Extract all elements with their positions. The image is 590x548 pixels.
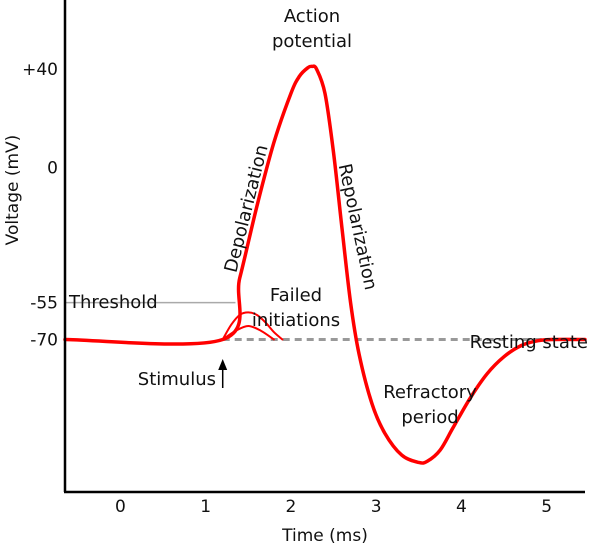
stimulus-label: Stimulus — [138, 369, 216, 390]
x-tick-label: 4 — [456, 497, 467, 517]
y-tick-label: +40 — [22, 60, 58, 80]
failed-initiation-trace — [221, 311, 284, 341]
y-tick-label: -70 — [30, 330, 58, 350]
x-axis-label: Time (ms) — [281, 526, 368, 546]
failed-initiations-label-line2: initiations — [252, 310, 340, 331]
resting-state-label: Resting state — [470, 332, 588, 353]
failed-initiations-label-line1: Failed — [270, 285, 322, 306]
action-potential-trace — [63, 64, 587, 465]
x-tick-label: 2 — [285, 497, 296, 517]
action-potential-label-line1: Action — [284, 6, 340, 27]
refractory-period-label-line2: period — [401, 407, 458, 428]
stimulus-arrow-head — [218, 359, 228, 370]
x-tick-label: 0 — [115, 497, 126, 517]
refractory-period-label-line1: Refractory — [383, 382, 477, 403]
y-axis-label: Voltage (mV) — [3, 135, 23, 246]
y-tick-label: 0 — [47, 158, 58, 178]
failed-initiation-trace — [221, 324, 275, 341]
x-tick-label: 5 — [541, 497, 552, 517]
x-tick-label: 1 — [200, 497, 211, 517]
y-tick-label: -55 — [30, 294, 58, 314]
threshold-label: Threshold — [68, 292, 158, 313]
x-tick-label: 3 — [371, 497, 382, 517]
action-potential-label-line2: potential — [272, 31, 352, 52]
